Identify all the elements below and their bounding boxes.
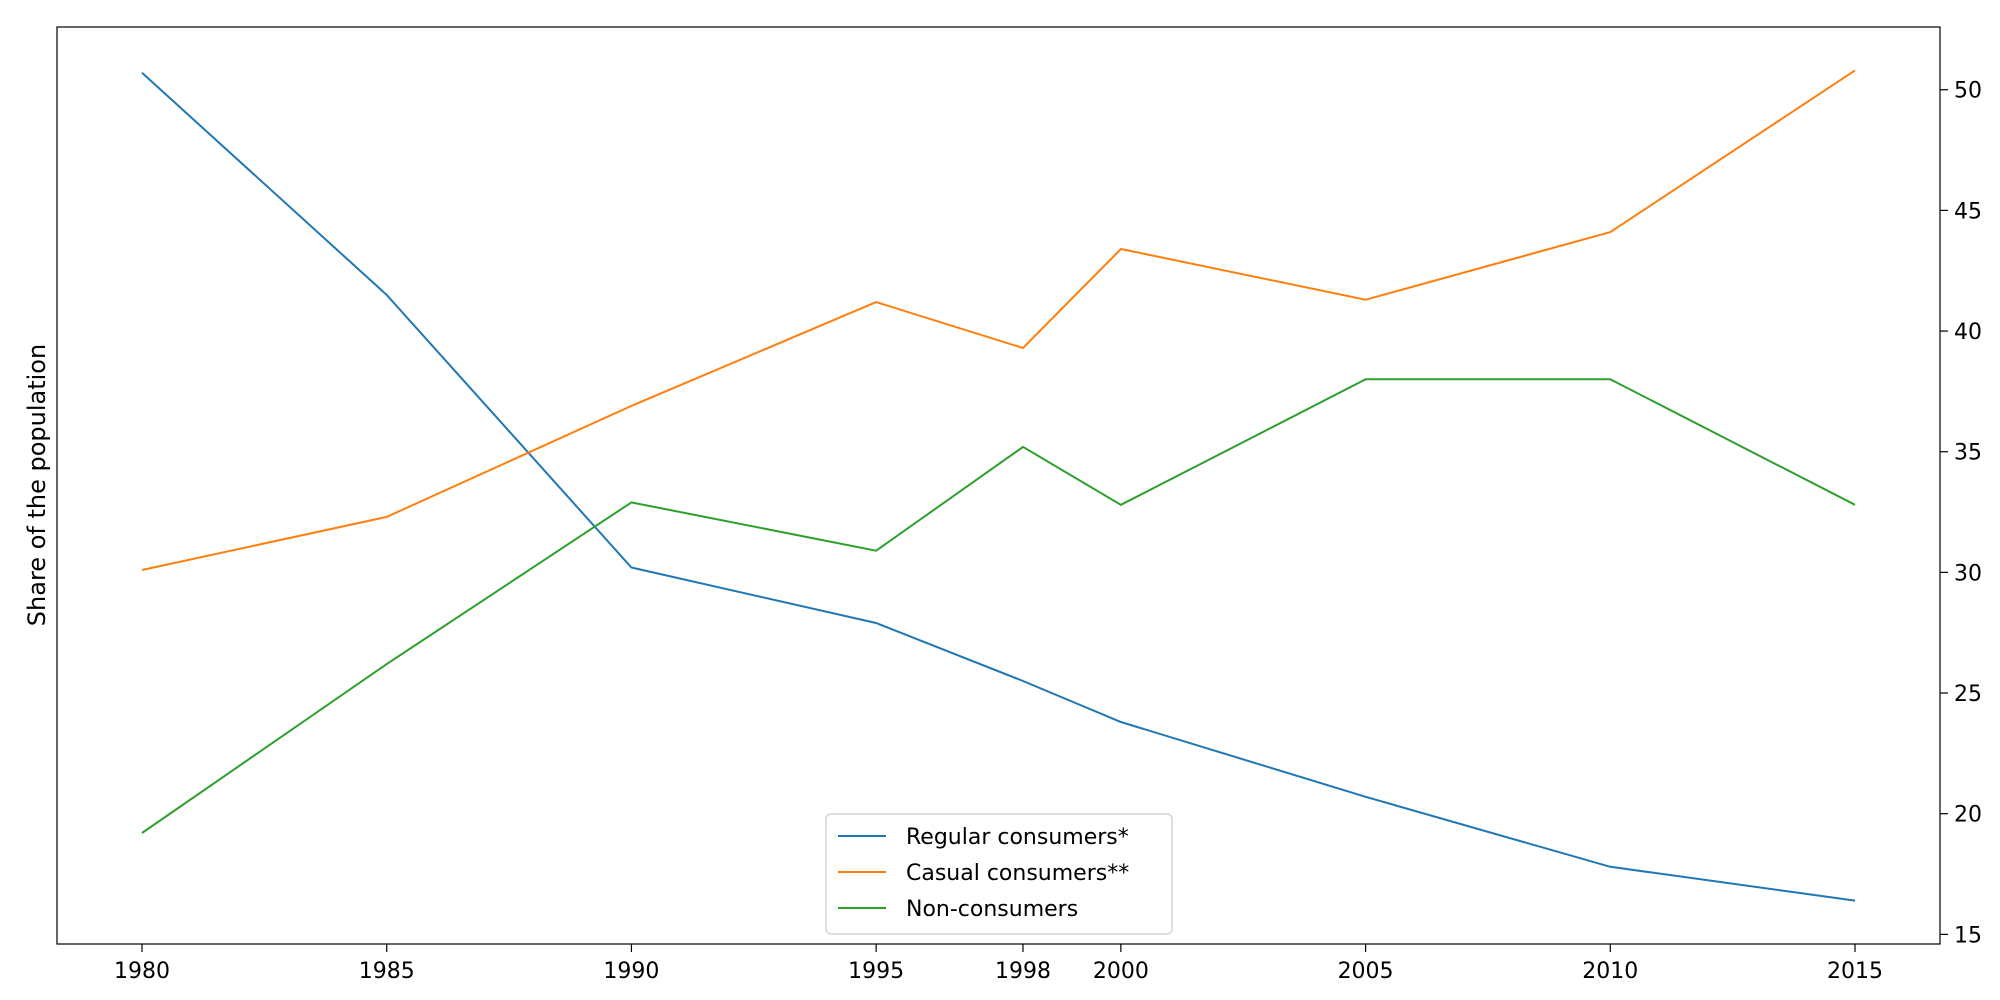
x-tick-label: 1998 (995, 959, 1051, 984)
plot-frame (56, 26, 1941, 945)
x-tick-label: 1980 (114, 959, 170, 984)
x-tick-label: 2000 (1093, 959, 1149, 984)
x-tick-label: 1995 (848, 959, 904, 984)
y-tick-label: 45 (1954, 199, 1982, 224)
series-line-1 (141, 69, 1856, 571)
y-axis-title: Share of the population (23, 344, 51, 626)
series-layer (141, 69, 1856, 902)
x-tick-label: 2005 (1338, 959, 1394, 984)
y-tick-label: 25 (1954, 682, 1982, 707)
legend: Regular consumers* Casual consumers** Non-… (825, 813, 1173, 935)
y-axis-right: 15 20 25 30 35 40 45 50 (1940, 79, 1982, 948)
legend-box (825, 813, 1173, 935)
y-tick-label: 35 (1954, 441, 1982, 466)
y-tick-label: 50 (1954, 79, 1982, 104)
y-tick-label: 40 (1954, 320, 1982, 345)
x-tick-label: 2015 (1827, 959, 1883, 984)
series-line-0 (141, 72, 1856, 902)
y-tick-label: 30 (1954, 561, 1982, 586)
legend-label-2: Non-consumers (906, 897, 1078, 922)
y-tick-label: 15 (1954, 923, 1982, 948)
y-tick-label: 20 (1954, 803, 1982, 828)
series-line-2 (141, 378, 1856, 834)
legend-label-1: Casual consumers** (906, 861, 1129, 886)
x-tick-label: 1990 (603, 959, 659, 984)
x-tick-label: 1985 (359, 959, 415, 984)
x-tick-label: 2010 (1582, 959, 1638, 984)
legend-label-0: Regular consumers* (906, 825, 1129, 850)
x-axis: 1980 1985 1990 1995 1998 2000 2005 2010 2015 (114, 944, 1883, 984)
